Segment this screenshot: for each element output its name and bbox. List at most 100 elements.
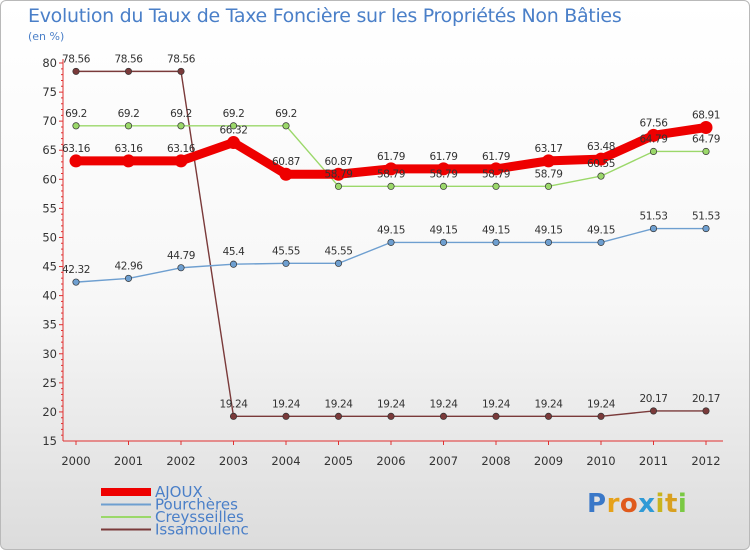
logo-letter: x [638,489,656,519]
data-label-issamoulenc: 19.24 [587,398,616,410]
logo-letter: i [677,489,688,519]
y-tick-label: 80 [42,56,57,70]
data-label-issamoulenc: 19.24 [324,398,353,410]
data-point-issamoulenc [72,67,80,75]
data-point-issamoulenc [649,407,658,415]
data-label-issamoulenc: 20.17 [639,393,667,405]
data-point-creysseilles [229,122,238,130]
y-tick-label: 70 [42,114,57,128]
data-point-issamoulenc [229,412,238,420]
data-label-pourchères: 49.15 [587,224,615,236]
data-point-ajoux [647,128,660,142]
data-point-pourchères [72,278,80,286]
data-point-ajoux [699,120,713,134]
data-point-creysseilles [649,147,658,156]
data-label-creysseilles: 58.79 [482,168,510,180]
data-point-issamoulenc [282,412,290,420]
x-tick-label: 2009 [534,454,563,468]
data-label-pourchères: 51.53 [692,211,720,223]
y-tick-label: 45 [42,260,57,274]
data-point-ajoux [594,152,608,166]
y-tick-label: 15 [42,434,57,448]
data-label-ajoux: 68.91 [692,109,720,121]
data-label-pourchères: 45.55 [324,245,352,257]
data-point-issamoulenc [124,67,133,75]
data-point-pourchères [702,225,710,233]
data-point-ajoux [174,154,188,168]
data-label-pourchères: 42.32 [62,264,90,276]
data-label-ajoux: 63.16 [114,143,143,155]
data-label-pourchères: 51.53 [639,211,667,223]
data-label-pourchères: 44.79 [167,250,195,262]
data-point-creysseilles [282,122,290,130]
x-tick-label: 2010 [586,454,615,468]
data-point-creysseilles [544,182,553,190]
data-label-issamoulenc: 78.56 [114,53,143,65]
data-label-ajoux: 61.79 [429,151,457,163]
data-label-pourchères: 49.15 [429,224,457,236]
x-tick-label: 2000 [61,454,90,468]
data-point-creysseilles [439,182,448,190]
data-label-pourchères: 45.4 [223,246,245,258]
y-tick-label: 60 [42,172,57,186]
data-label-creysseilles: 64.79 [639,133,667,145]
data-label-ajoux: 63.16 [167,143,196,155]
data-point-pourchères [439,238,448,246]
legend-label-issamoulenc: Issamoulenc [155,521,249,539]
y-axis-unit: (en %) [28,30,65,43]
data-point-creysseilles [492,182,500,190]
x-tick-label: 2008 [481,454,510,468]
data-point-creysseilles [124,122,133,130]
logo-letter: t [664,489,678,519]
data-label-creysseilles: 69.2 [170,108,192,120]
logo-letter: o [619,489,639,519]
data-point-ajoux [384,162,398,176]
data-label-ajoux: 66.32 [219,125,247,137]
logo-letter: r [606,489,620,519]
data-label-ajoux: 61.79 [482,151,510,163]
x-tick-label: 2003 [219,454,248,468]
x-tick-label: 2011 [639,454,668,468]
data-label-pourchères: 42.96 [114,260,143,272]
y-tick-label: 30 [42,347,57,361]
data-point-ajoux [122,154,135,168]
data-label-issamoulenc: 19.24 [429,398,458,410]
y-tick-label: 40 [42,289,57,303]
data-label-issamoulenc: 19.24 [377,398,406,410]
data-point-pourchères [282,259,290,267]
data-label-creysseilles: 69.2 [223,108,245,120]
data-label-pourchères: 49.15 [377,224,405,236]
y-tick-label: 50 [42,230,57,244]
logo-letter: P [587,489,607,519]
data-point-issamoulenc [492,412,500,420]
legend-label-ajoux: AJOUX [155,483,203,501]
data-label-issamoulenc: 19.24 [534,398,563,410]
data-point-creysseilles [72,122,80,130]
data-label-issamoulenc: 19.24 [219,398,248,410]
data-point-issamoulenc [702,407,710,415]
proxiti-logo: Proxiti [587,489,687,519]
data-label-creysseilles: 58.79 [429,168,457,180]
logo-letter: i [655,489,665,519]
data-point-pourchères [124,274,133,282]
chart-title: Evolution du Taux de Taxe Foncière sur l… [28,5,622,27]
legend-label-creysseilles: Creysseilles [155,508,244,526]
data-label-issamoulenc: 78.56 [167,53,196,65]
data-label-ajoux: 63.16 [62,143,91,155]
data-point-ajoux [542,154,555,168]
data-label-issamoulenc: 19.24 [482,398,511,410]
data-label-issamoulenc: 20.17 [692,393,720,405]
data-label-creysseilles: 58.79 [377,168,405,180]
x-tick-label: 2001 [114,454,143,468]
data-point-pourchères [334,259,343,267]
data-point-pourchères [387,238,395,246]
data-point-issamoulenc [544,412,553,420]
data-label-creysseilles: 58.79 [324,168,352,180]
data-point-creysseilles [597,172,605,180]
data-label-creysseilles: 69.2 [65,108,87,120]
data-point-pourchères [229,260,238,268]
data-point-issamoulenc [597,412,605,420]
data-point-ajoux [437,162,450,176]
data-point-pourchères [492,238,500,246]
